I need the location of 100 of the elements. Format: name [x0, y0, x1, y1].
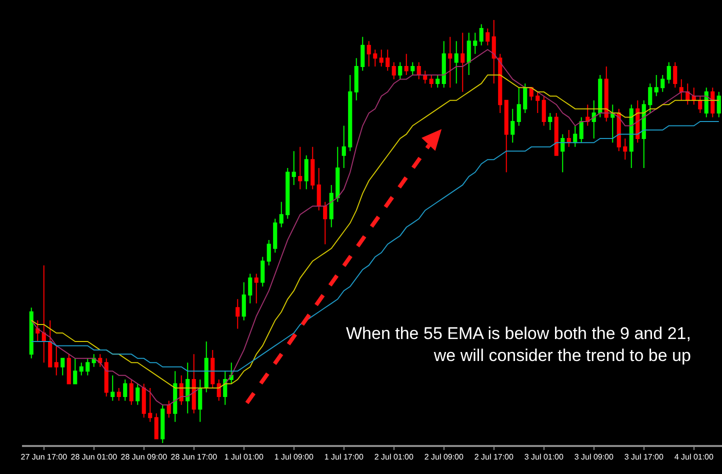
- candlestick: [179, 374, 184, 406]
- candlestick: [516, 87, 521, 126]
- candlestick: [498, 53, 502, 114]
- candlestick: [460, 32, 465, 92]
- candlestick: [242, 282, 246, 321]
- candlestick: [336, 146, 340, 202]
- candlestick: [360, 36, 365, 72]
- x-tick-label: 2 Jul 09:00: [424, 452, 464, 462]
- candlestick: [60, 358, 65, 376]
- x-tick-label: 1 Jul 17:00: [324, 452, 364, 462]
- candlestick: [716, 91, 721, 118]
- candlestick: [510, 108, 515, 144]
- candlestick: [429, 74, 434, 88]
- candlestick: [329, 184, 334, 228]
- candlestick: [373, 49, 378, 68]
- candlestick: [160, 404, 165, 444]
- candlestick: [266, 239, 271, 266]
- x-tick-label: 28 Jun 01:00: [70, 452, 118, 462]
- candlestick: [210, 349, 215, 389]
- candlestick: [248, 273, 252, 304]
- candlestick: [236, 298, 240, 330]
- x-tick-label: 2 Jul 01:00: [374, 452, 414, 462]
- candlestick: [79, 362, 84, 376]
- candlestick: [286, 168, 290, 220]
- candlestick: [604, 66, 608, 122]
- candlestick: [698, 96, 702, 114]
- candlestick: [692, 87, 696, 106]
- candlestick: [260, 256, 265, 287]
- candlestick: [642, 100, 646, 169]
- candlestick: [29, 307, 34, 359]
- candlestick: [466, 32, 471, 76]
- candlestick: [104, 358, 108, 397]
- candlestick: [304, 154, 308, 190]
- candlestick: [398, 62, 402, 80]
- candlestick: [36, 320, 40, 342]
- candlestick: [486, 28, 490, 46]
- candlestick: [298, 146, 302, 190]
- annotation: When the 55 EMA is below both the 9 and 21, we will consider the trend to be up: [346, 324, 691, 366]
- candlestick: [436, 74, 440, 88]
- candlestick: [73, 358, 78, 384]
- candlestick: [710, 87, 715, 118]
- candlestick: [86, 358, 90, 376]
- x-tick-label: 1 Jul 01:00: [224, 452, 264, 462]
- candlestick: [129, 379, 134, 406]
- candlestick: [616, 108, 621, 152]
- candlestick: [654, 74, 658, 97]
- candlestick: [410, 62, 415, 76]
- candlestick: [229, 362, 234, 384]
- candlestick: [148, 388, 152, 422]
- candlestick: [636, 100, 640, 144]
- candlestick: [673, 62, 678, 88]
- candlestick: [504, 100, 508, 173]
- candlestick: [679, 78, 684, 101]
- candlestick: [648, 82, 652, 114]
- candlestick: [142, 383, 146, 418]
- candlestick: [316, 168, 321, 211]
- candlestick: [66, 354, 71, 384]
- x-tick-label: 28 Jun 09:00: [120, 452, 168, 462]
- candlestick: [660, 74, 665, 92]
- candlestick: [404, 53, 408, 76]
- candlestick: [529, 87, 534, 101]
- candlestick: [98, 354, 102, 368]
- candlestick: [392, 62, 396, 80]
- candlestick: [454, 40, 458, 84]
- candlestick: [479, 24, 484, 46]
- x-tick-label: 4 Jul 01:00: [674, 452, 714, 462]
- x-tick-label: 27 Jun 17:00: [20, 452, 68, 462]
- candlestick: [192, 354, 196, 414]
- candlestick: [598, 74, 602, 118]
- candlestick: [110, 374, 115, 402]
- candlestick: [123, 379, 128, 402]
- candlestick: [166, 400, 171, 418]
- candlestick: [586, 104, 590, 126]
- candlestick: [523, 82, 528, 114]
- candlestick: [223, 370, 228, 406]
- candlestick: [254, 273, 258, 304]
- candlestick: [536, 91, 540, 114]
- candlestick: [42, 264, 46, 364]
- candlestick: [273, 218, 278, 254]
- candlestick: [554, 112, 558, 156]
- candlestick: [323, 201, 328, 245]
- candlestick: [354, 58, 358, 101]
- x-tick-label: 1 Jul 09:00: [274, 452, 314, 462]
- candlestick: [542, 96, 546, 126]
- candlestick: [348, 74, 352, 152]
- candlestick: [666, 62, 671, 84]
- candlestick: [686, 82, 690, 106]
- x-tick-label: 3 Jul 17:00: [624, 452, 664, 462]
- candlestick: [610, 104, 615, 144]
- candlestick: [704, 87, 708, 118]
- candlestick: [198, 379, 202, 422]
- candlestick: [136, 383, 140, 406]
- candlestick: [573, 125, 578, 148]
- candlestick: [292, 150, 296, 186]
- candlestick: [116, 388, 121, 402]
- candlestick: [342, 125, 346, 169]
- candlestick: [442, 40, 446, 88]
- candlestick: [492, 20, 496, 84]
- candlestick: [448, 36, 452, 88]
- candlestick: [386, 49, 390, 72]
